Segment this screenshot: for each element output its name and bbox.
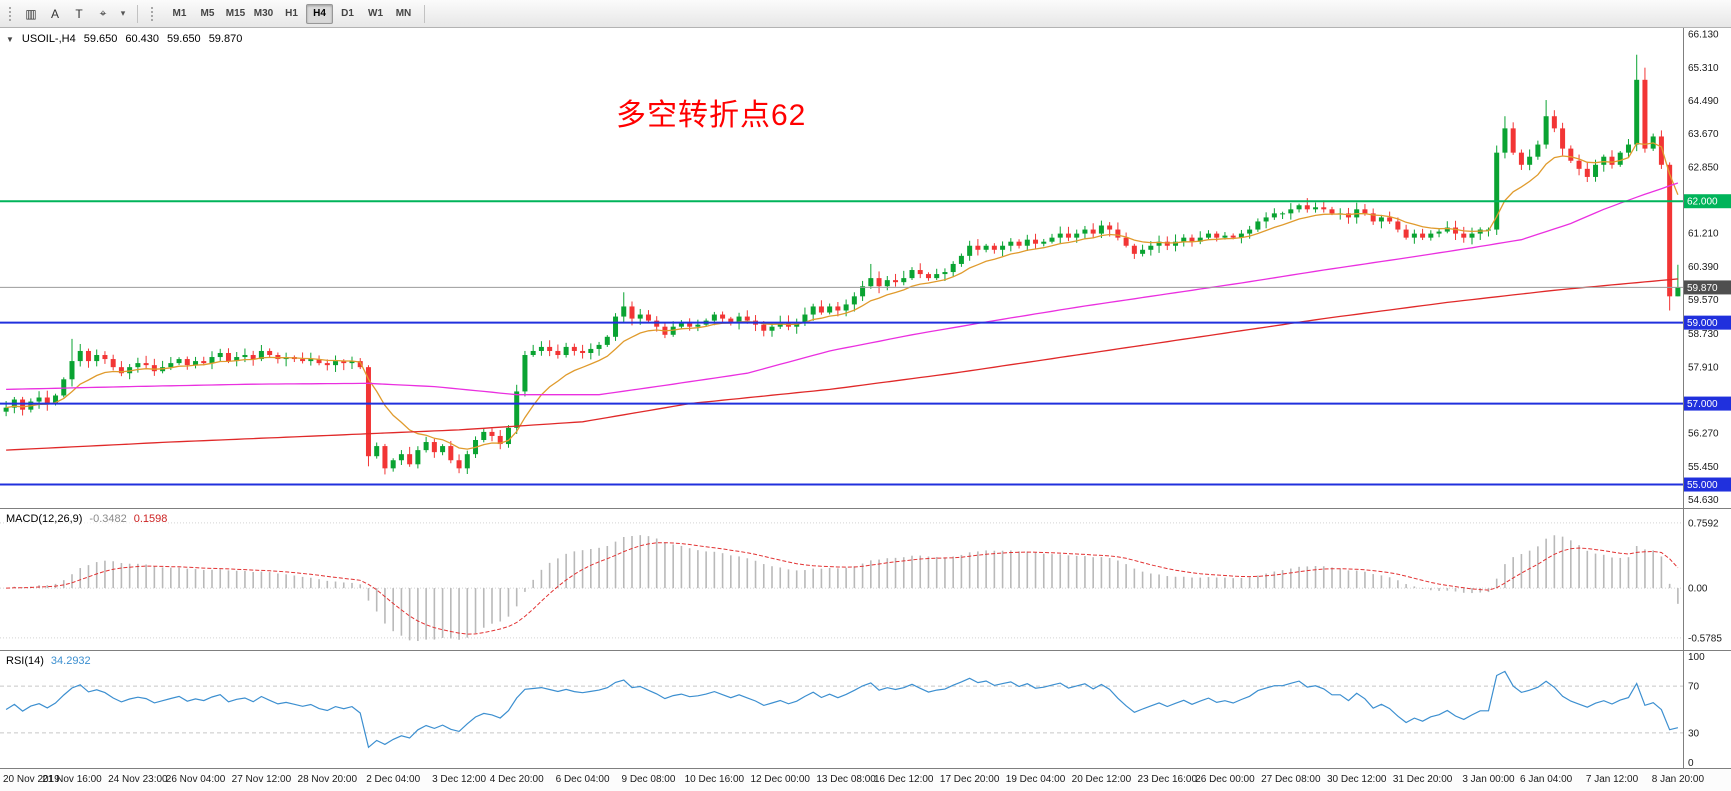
svg-text:62.000: 62.000: [1687, 197, 1718, 208]
timeframe-button-m5[interactable]: M5: [194, 4, 221, 24]
timeframe-button-mn[interactable]: MN: [390, 4, 417, 24]
collapse-triangle-icon[interactable]: ▼: [6, 34, 14, 44]
bar-high-value: 60.430: [125, 33, 160, 45]
time-axis-label: 3 Jan 00:00: [1462, 774, 1515, 785]
svg-text:62.850: 62.850: [1688, 162, 1719, 173]
bar-close-value: 59.870: [208, 33, 243, 45]
svg-text:54.630: 54.630: [1688, 495, 1719, 506]
time-axis-label: 2 Dec 04:00: [366, 774, 421, 785]
svg-text:61.210: 61.210: [1688, 229, 1719, 240]
timeframe-button-m30[interactable]: M30: [250, 4, 277, 24]
time-axis-label: 3 Dec 12:00: [432, 774, 487, 785]
time-axis-label: 6 Jan 04:00: [1519, 774, 1573, 785]
time-axis-label: 4 Dec 20:00: [489, 774, 544, 785]
price-pane: 66.130 65.310 64.490 63.670 62.850 61.210 60.3…: [0, 28, 1731, 508]
svg-text:55.450: 55.450: [1688, 462, 1719, 473]
time-axis-label: 21 Nov 16:00: [42, 774, 102, 785]
svg-text:65.310: 65.310: [1688, 63, 1719, 74]
svg-text:55.000: 55.000: [1687, 480, 1718, 491]
macd-signal-value: 0.1598: [133, 513, 168, 525]
svg-text:100: 100: [1688, 652, 1705, 663]
periodicity-toolbar-grip[interactable]: [150, 5, 155, 22]
chart-annotation-text: 多空转折点62: [616, 99, 807, 132]
time-axis-label: 8 Jan 20:00: [1651, 774, 1705, 785]
annotation-a-icon[interactable]: A: [44, 4, 66, 24]
text-tool-icon[interactable]: T: [68, 4, 90, 24]
svg-text:60.390: 60.390: [1688, 262, 1719, 273]
svg-text:59.870: 59.870: [1687, 283, 1718, 294]
svg-text:-0.5785: -0.5785: [1688, 633, 1722, 644]
timeframe-button-m1[interactable]: M1: [166, 4, 193, 24]
svg-text:30: 30: [1688, 728, 1700, 739]
time-axis-label: 20 Nov 2019: [3, 774, 60, 785]
chart-window-icon[interactable]: ▥: [20, 4, 42, 24]
time-axis-label: 17 Dec 20:00: [939, 774, 1000, 785]
macd-canvas[interactable]: 0.7592 0.00 -0.5785: [0, 509, 1731, 650]
macd-header: MACD(12,26,9) -0.3482 0.1598: [6, 513, 168, 525]
rsi-value: 34.2932: [50, 655, 91, 667]
svg-text:57.000: 57.000: [1687, 399, 1718, 410]
time-axis-label: 19 Dec 04:00: [1005, 774, 1066, 785]
time-axis-label: 20 Dec 12:00: [1071, 774, 1132, 785]
time-axis-label: 31 Dec 20:00: [1392, 774, 1453, 785]
time-axis-label: 13 Dec 08:00: [816, 774, 876, 785]
svg-text:64.490: 64.490: [1688, 96, 1719, 107]
svg-text:56.270: 56.270: [1688, 429, 1719, 440]
price-axis-divider: [1683, 28, 1684, 768]
svg-text:59.570: 59.570: [1688, 295, 1719, 306]
chart-toolbar: ▥ A T ⌖ ▾ M1 M5 M15 M30 H1 H4 D1 W1 MN: [0, 0, 1731, 28]
time-axis-label: 27 Nov 12:00: [231, 774, 292, 785]
toolbar-separator: [137, 4, 138, 23]
time-axis[interactable]: 20 Nov 2019 21 Nov 16:00 24 Nov 23:00 26 No…: [0, 768, 1731, 791]
toolbar-grip[interactable]: [8, 5, 13, 22]
rsi-header: RSI(14) 34.2932: [6, 655, 91, 667]
chart-title: ▼ USOIL-,H4 59.650 60.430 59.650 59.870: [6, 33, 243, 45]
price-chart-canvas[interactable]: 66.130 65.310 64.490 63.670 62.850 61.210 60.3…: [0, 28, 1731, 508]
rsi-label: RSI(14): [6, 655, 44, 667]
time-axis-label: 9 Dec 08:00: [621, 774, 676, 785]
svg-text:58.730: 58.730: [1688, 329, 1719, 340]
svg-text:63.670: 63.670: [1688, 129, 1719, 140]
timeframe-toolbar: M1 M5 M15 M30 H1 H4 D1 W1 MN: [166, 3, 417, 24]
time-axis-label: 23 Dec 16:00: [1137, 774, 1198, 785]
time-axis-label: 28 Nov 20:00: [297, 774, 358, 785]
symbol-period-label: USOIL-,H4: [21, 33, 76, 45]
svg-text:0.7592: 0.7592: [1688, 518, 1719, 529]
svg-text:0.00: 0.00: [1688, 584, 1708, 595]
svg-text:0: 0: [1688, 758, 1694, 768]
macd-main-value: -0.3482: [89, 513, 127, 525]
timeframe-button-m15[interactable]: M15: [222, 4, 249, 24]
timeframe-button-d1[interactable]: D1: [334, 4, 361, 24]
svg-text:59.000: 59.000: [1687, 318, 1718, 329]
svg-text:57.910: 57.910: [1688, 362, 1719, 373]
toolbar-separator: [424, 4, 425, 23]
svg-text:70: 70: [1688, 682, 1700, 693]
time-axis-label: 26 Dec 00:00: [1195, 774, 1255, 785]
timeframe-button-w1[interactable]: W1: [362, 4, 389, 24]
macd-label: MACD(12,26,9): [6, 513, 83, 525]
bar-low-value: 59.650: [167, 33, 201, 45]
time-axis-label: 30 Dec 12:00: [1326, 774, 1387, 785]
rsi-pane: 100 70 30 0 RSI(14) 34.2932: [0, 650, 1731, 768]
crosshair-icon[interactable]: ⌖: [92, 4, 114, 24]
macd-pane: 0.7592 0.00 -0.5785 MACD(12,26,9) -0.3482 …: [0, 508, 1731, 650]
rsi-canvas[interactable]: 100 70 30 0: [0, 651, 1731, 768]
time-axis-label: 27 Dec 08:00: [1261, 774, 1321, 785]
svg-text:66.130: 66.130: [1688, 30, 1719, 41]
time-axis-label: 16 Dec 12:00: [874, 774, 934, 785]
time-axis-label: 6 Dec 04:00: [555, 774, 610, 785]
time-axis-label: 10 Dec 16:00: [684, 774, 745, 785]
bar-open-value: 59.650: [83, 33, 118, 45]
time-axis-label: 24 Nov 23:00: [108, 774, 168, 785]
time-axis-label: 26 Nov 04:00: [165, 774, 226, 785]
dropdown-caret-icon[interactable]: ▾: [116, 4, 130, 24]
time-axis-label: 12 Dec 00:00: [750, 774, 810, 785]
time-axis-label: 7 Jan 12:00: [1585, 774, 1639, 785]
timeframe-button-h4[interactable]: H4: [306, 3, 333, 24]
timeframe-button-h1[interactable]: H1: [278, 4, 305, 24]
